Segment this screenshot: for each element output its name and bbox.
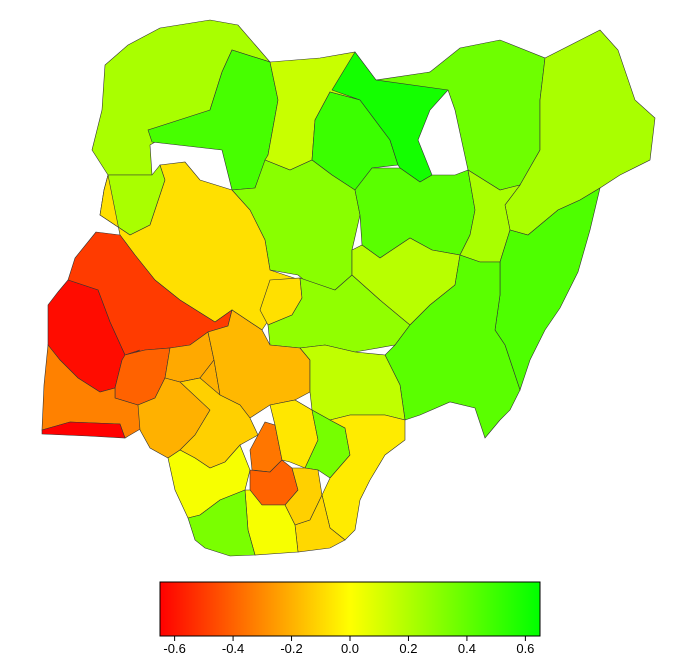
legend-tick-label: 0.0 <box>341 641 359 656</box>
region-taraba <box>384 254 521 439</box>
legend-tick-label: 0.2 <box>399 641 417 656</box>
legend-tick-label: -0.2 <box>280 641 302 656</box>
legend-tick-label: -0.6 <box>163 641 185 656</box>
color-legend-bar <box>159 581 541 637</box>
legend-tick-label: -0.4 <box>222 641 244 656</box>
state-regions <box>41 19 656 557</box>
legend-ticks: -0.6 -0.4 -0.2 0.0 0.2 0.4 0.6 <box>163 636 534 656</box>
region-lagos <box>41 421 126 439</box>
legend-tick-label: 0.4 <box>458 641 476 656</box>
legend-tick-label: 0.6 <box>516 641 534 656</box>
region-cross-river <box>321 414 406 541</box>
region-bayelsa <box>187 489 256 557</box>
